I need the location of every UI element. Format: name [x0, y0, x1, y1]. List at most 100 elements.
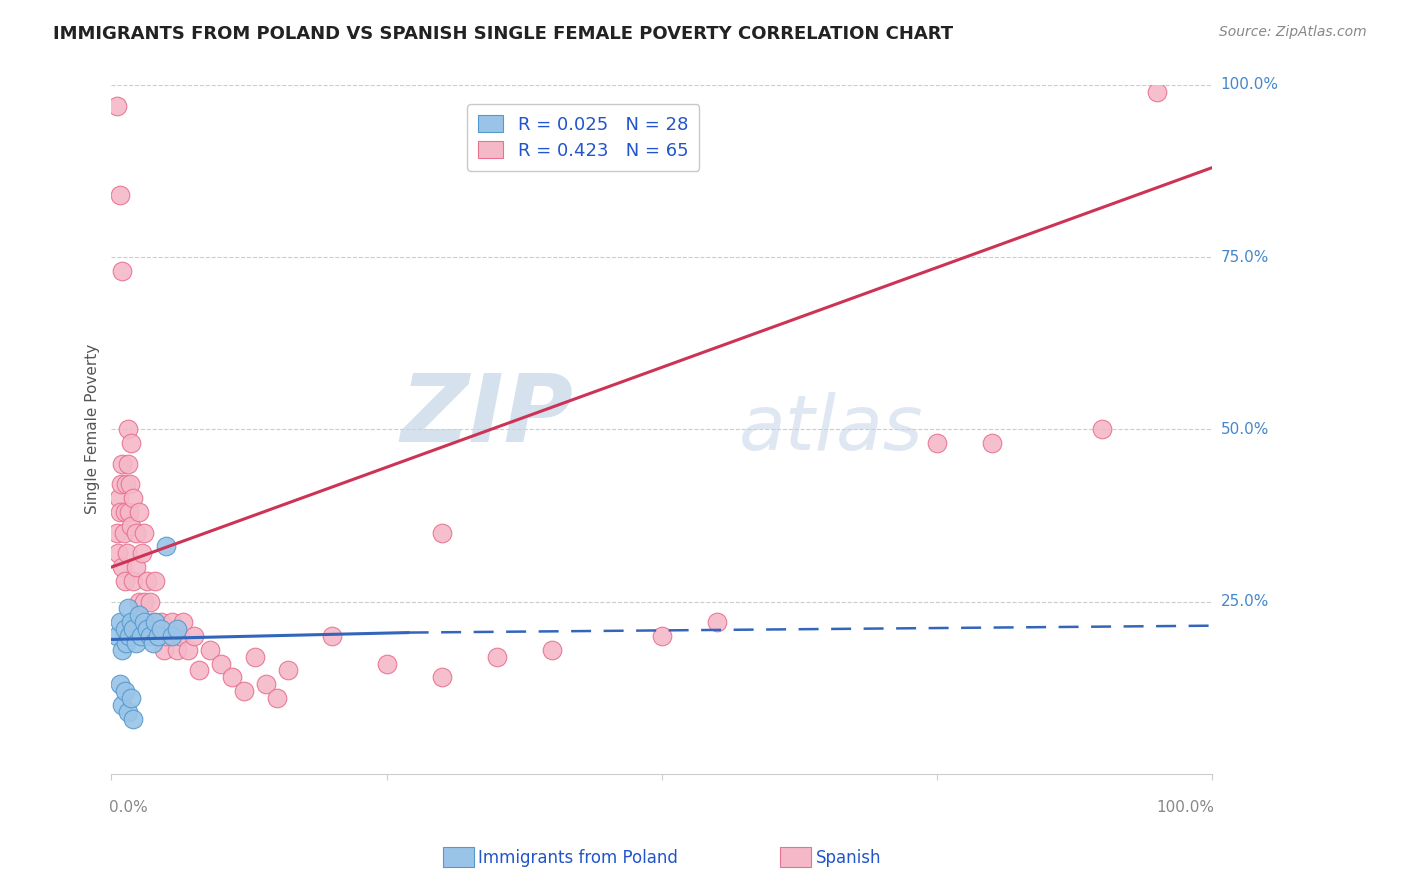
Point	[139, 629, 162, 643]
Point	[117, 601, 139, 615]
Text: 100.0%: 100.0%	[1156, 799, 1215, 814]
Point	[110, 477, 132, 491]
Point	[124, 560, 146, 574]
Point	[211, 657, 233, 671]
Point	[155, 629, 177, 643]
Point	[105, 525, 128, 540]
Point	[114, 574, 136, 588]
Point	[430, 670, 453, 684]
Point	[105, 98, 128, 112]
Point	[115, 546, 138, 560]
Point	[540, 642, 562, 657]
Point	[166, 622, 188, 636]
Point	[129, 629, 152, 643]
Point	[114, 684, 136, 698]
Point	[105, 629, 128, 643]
Text: IMMIGRANTS FROM POLAND VS SPANISH SINGLE FEMALE POVERTY CORRELATION CHART: IMMIGRANTS FROM POLAND VS SPANISH SINGLE…	[53, 25, 953, 43]
Point	[128, 594, 150, 608]
Point	[430, 525, 453, 540]
Point	[134, 525, 156, 540]
Point	[110, 677, 132, 691]
Point	[149, 622, 172, 636]
Point	[1091, 422, 1114, 436]
Point	[160, 629, 183, 643]
Point	[145, 615, 167, 630]
Point	[124, 525, 146, 540]
Point	[112, 525, 135, 540]
Point	[117, 705, 139, 719]
Point	[135, 574, 157, 588]
Point	[221, 670, 243, 684]
Point	[153, 642, 176, 657]
Point	[925, 436, 948, 450]
Point	[114, 477, 136, 491]
Point	[110, 505, 132, 519]
Point	[134, 615, 156, 630]
Point	[172, 615, 194, 630]
Point	[139, 594, 162, 608]
Point	[120, 615, 142, 630]
Point	[183, 629, 205, 643]
Point	[111, 264, 134, 278]
Point	[149, 615, 172, 630]
Point	[177, 642, 200, 657]
Point	[118, 505, 141, 519]
Point	[243, 649, 266, 664]
Point	[114, 622, 136, 636]
Text: Source: ZipAtlas.com: Source: ZipAtlas.com	[1219, 25, 1367, 39]
Point	[145, 629, 167, 643]
Point	[120, 691, 142, 706]
Point	[485, 649, 508, 664]
Legend: R = 0.025   N = 28, R = 0.423   N = 65: R = 0.025 N = 28, R = 0.423 N = 65	[467, 104, 699, 170]
Point	[169, 629, 191, 643]
Point	[122, 712, 145, 726]
Point	[134, 594, 156, 608]
Point	[145, 574, 167, 588]
Point	[166, 642, 188, 657]
Text: Spanish: Spanish	[815, 849, 882, 867]
Point	[111, 560, 134, 574]
Text: 0.0%: 0.0%	[110, 799, 148, 814]
Point	[122, 574, 145, 588]
Point	[266, 691, 288, 706]
Point	[375, 657, 398, 671]
Point	[651, 629, 673, 643]
Point	[146, 629, 169, 643]
Point	[981, 436, 1004, 450]
Point	[120, 477, 142, 491]
Text: 25.0%: 25.0%	[1220, 594, 1268, 609]
Point	[107, 546, 129, 560]
Point	[118, 629, 141, 643]
Text: Immigrants from Poland: Immigrants from Poland	[478, 849, 678, 867]
Point	[114, 636, 136, 650]
Point	[114, 505, 136, 519]
Point	[135, 622, 157, 636]
Point	[111, 698, 134, 712]
Point	[124, 636, 146, 650]
Point	[155, 540, 177, 554]
Point	[110, 188, 132, 202]
Point	[111, 457, 134, 471]
Point	[1146, 85, 1168, 99]
Point	[200, 642, 222, 657]
Point	[232, 684, 254, 698]
Point	[117, 457, 139, 471]
Text: 75.0%: 75.0%	[1220, 250, 1268, 265]
Point	[111, 642, 134, 657]
Point	[254, 677, 277, 691]
Point	[188, 664, 211, 678]
Point	[110, 615, 132, 630]
Point	[128, 608, 150, 623]
Text: ZIP: ZIP	[401, 369, 574, 461]
Text: atlas: atlas	[740, 392, 924, 467]
Y-axis label: Single Female Poverty: Single Female Poverty	[86, 344, 100, 515]
Text: 100.0%: 100.0%	[1220, 78, 1278, 93]
Point	[117, 422, 139, 436]
Point	[122, 491, 145, 506]
Point	[108, 491, 131, 506]
Point	[706, 615, 728, 630]
Point	[131, 546, 153, 560]
Point	[128, 505, 150, 519]
Point	[142, 615, 165, 630]
Point	[142, 636, 165, 650]
